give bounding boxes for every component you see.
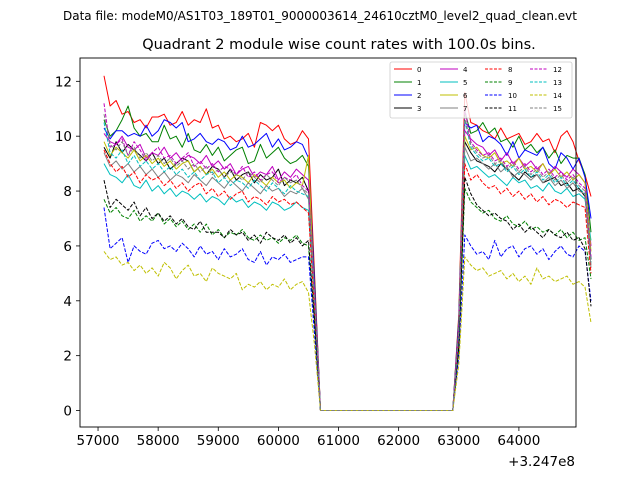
legend-label-1: 1 — [417, 79, 421, 87]
x-tick-label: 58000 — [137, 433, 180, 449]
plot-frame — [79, 57, 577, 428]
x-offset-label: +3.247e8 — [508, 454, 575, 470]
series-line-7 — [103, 146, 592, 411]
legend-label-9: 9 — [508, 79, 512, 87]
x-tick-label: 60000 — [257, 433, 300, 449]
series-line-10 — [103, 207, 592, 411]
y-tick-label: 2 — [63, 349, 72, 365]
legend-label-12: 12 — [553, 66, 562, 74]
legend-label-15: 15 — [553, 105, 562, 113]
legend-label-7: 7 — [463, 105, 467, 113]
y-tick-label: 8 — [63, 184, 72, 200]
x-tick-label: 64000 — [497, 433, 540, 449]
y-tick-label: 6 — [63, 239, 72, 255]
series-line-1 — [103, 105, 592, 411]
series-line-14 — [103, 251, 592, 411]
chart-title: Quadrant 2 module wise count rates with … — [142, 37, 536, 53]
series-line-0 — [103, 75, 592, 411]
series-line-5 — [103, 154, 592, 411]
legend-label-11: 11 — [508, 105, 517, 113]
legend-label-4: 4 — [463, 66, 468, 74]
series-line-12 — [103, 103, 592, 411]
y-tick-label: 10 — [55, 129, 72, 145]
legend-label-5: 5 — [463, 79, 467, 87]
legend-label-10: 10 — [508, 92, 517, 100]
y-tick-label: 12 — [55, 74, 72, 90]
x-tick-label: 57000 — [77, 433, 120, 449]
x-tick-label: 61000 — [317, 433, 360, 449]
x-tick-label: 62000 — [377, 433, 420, 449]
y-tick-label: 4 — [63, 294, 72, 310]
legend-label-8: 8 — [508, 66, 512, 74]
axes-layer: 57000 58000 59000 60000 61000 62000 63000 64000… — [55, 57, 577, 449]
legend-label-6: 6 — [463, 92, 468, 100]
legend-label-2: 2 — [417, 92, 421, 100]
series-line-15 — [103, 114, 592, 411]
x-tick-label: 63000 — [437, 433, 480, 449]
data-file-header: Data file: modeM0/AS1T03_189T01_90000036… — [63, 9, 577, 23]
series-line-11 — [103, 176, 592, 411]
legend-label-0: 0 — [417, 66, 421, 74]
series-line-6 — [103, 135, 592, 411]
series-layer — [103, 75, 592, 411]
legend-label-14: 14 — [553, 92, 562, 100]
legend-label-3: 3 — [417, 105, 421, 113]
x-tick-label: 59000 — [197, 433, 240, 449]
legend-box — [389, 61, 573, 119]
y-tick-label: 0 — [63, 404, 72, 420]
legend-label-13: 13 — [553, 79, 562, 87]
series-line-9 — [103, 187, 592, 411]
